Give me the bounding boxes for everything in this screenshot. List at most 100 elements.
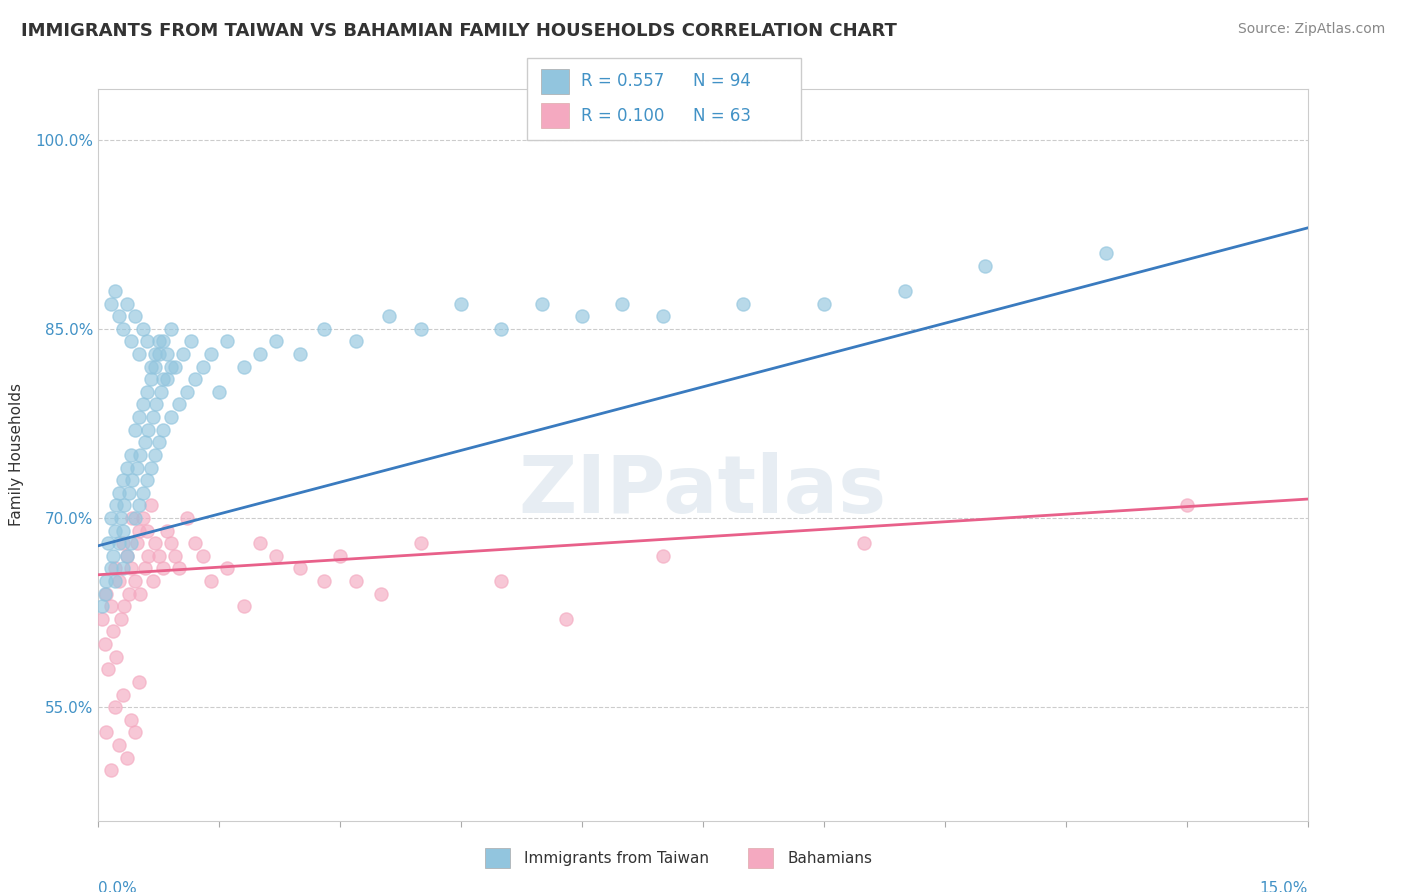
Text: Bahamians: Bahamians <box>787 851 872 865</box>
Point <box>152 372 174 386</box>
Point <box>167 397 190 411</box>
Point <box>156 524 179 538</box>
Point <box>139 359 162 374</box>
Point <box>120 536 142 550</box>
Point <box>105 499 128 513</box>
Point <box>94 637 117 651</box>
Point <box>91 612 114 626</box>
Point <box>134 435 156 450</box>
Point <box>107 574 129 588</box>
Point <box>128 410 150 425</box>
Point <box>152 423 174 437</box>
Point <box>288 561 311 575</box>
Point <box>160 536 183 550</box>
Point <box>733 296 755 310</box>
Point <box>249 536 271 550</box>
Point <box>118 485 141 500</box>
Point <box>370 587 392 601</box>
Point <box>120 561 142 575</box>
Point <box>167 561 190 575</box>
Point <box>120 448 142 462</box>
Point <box>143 536 166 550</box>
Point <box>111 561 134 575</box>
Point <box>180 334 202 349</box>
Point <box>612 296 634 310</box>
Point <box>118 587 141 601</box>
Point <box>96 574 118 588</box>
Point <box>128 524 150 538</box>
Point <box>129 587 152 601</box>
Point <box>107 309 129 323</box>
Point <box>651 549 673 563</box>
Text: Immigrants from Taiwan: Immigrants from Taiwan <box>524 851 710 865</box>
Point <box>124 511 146 525</box>
Point <box>132 322 155 336</box>
Text: R = 0.557: R = 0.557 <box>581 72 664 90</box>
Point <box>163 549 186 563</box>
Point <box>148 549 170 563</box>
Point <box>139 499 162 513</box>
Point <box>530 296 553 310</box>
Point <box>145 397 167 411</box>
Point <box>491 322 513 336</box>
Point <box>111 322 134 336</box>
Point <box>249 347 271 361</box>
Point <box>163 359 186 374</box>
Point <box>132 397 155 411</box>
Point <box>409 536 432 550</box>
Point <box>148 334 170 349</box>
Point <box>115 296 138 310</box>
Point <box>112 499 135 513</box>
Point <box>132 511 155 525</box>
Point <box>555 612 578 626</box>
Text: 0.0%: 0.0% <box>98 881 138 892</box>
Point <box>100 296 122 310</box>
Point <box>491 574 513 588</box>
Point <box>132 485 155 500</box>
Point <box>115 549 138 563</box>
Point <box>217 334 239 349</box>
Point <box>111 688 134 702</box>
Point <box>101 549 124 563</box>
Point <box>115 460 138 475</box>
Text: 15.0%: 15.0% <box>1260 881 1308 892</box>
Point <box>150 384 173 399</box>
Point <box>129 448 152 462</box>
Point <box>97 662 120 676</box>
Point <box>121 511 143 525</box>
Point <box>217 561 239 575</box>
Point <box>813 296 835 310</box>
Point <box>120 713 142 727</box>
Point <box>138 549 160 563</box>
Point <box>974 259 997 273</box>
Point <box>111 536 134 550</box>
Point <box>143 359 166 374</box>
Point <box>124 725 146 739</box>
Point <box>264 549 287 563</box>
Point <box>96 587 118 601</box>
Text: N = 63: N = 63 <box>693 107 751 125</box>
Text: IMMIGRANTS FROM TAIWAN VS BAHAMIAN FAMILY HOUSEHOLDS CORRELATION CHART: IMMIGRANTS FROM TAIWAN VS BAHAMIAN FAMIL… <box>21 22 897 40</box>
Point <box>152 561 174 575</box>
Point <box>111 524 134 538</box>
Point <box>208 384 231 399</box>
Point <box>124 423 146 437</box>
Point <box>135 473 157 487</box>
Point <box>232 359 254 374</box>
Point <box>853 536 876 550</box>
Point <box>115 750 138 764</box>
Point <box>135 334 157 349</box>
Text: ZIPatlas: ZIPatlas <box>519 452 887 531</box>
Y-axis label: Family Households: Family Households <box>10 384 24 526</box>
Point <box>200 574 222 588</box>
Point <box>105 649 128 664</box>
Point <box>127 536 149 550</box>
Point <box>193 549 215 563</box>
Point <box>160 359 183 374</box>
Point <box>100 511 122 525</box>
Point <box>103 561 125 575</box>
Point <box>96 725 118 739</box>
Point <box>127 460 149 475</box>
Point <box>143 448 166 462</box>
Point <box>344 574 367 588</box>
